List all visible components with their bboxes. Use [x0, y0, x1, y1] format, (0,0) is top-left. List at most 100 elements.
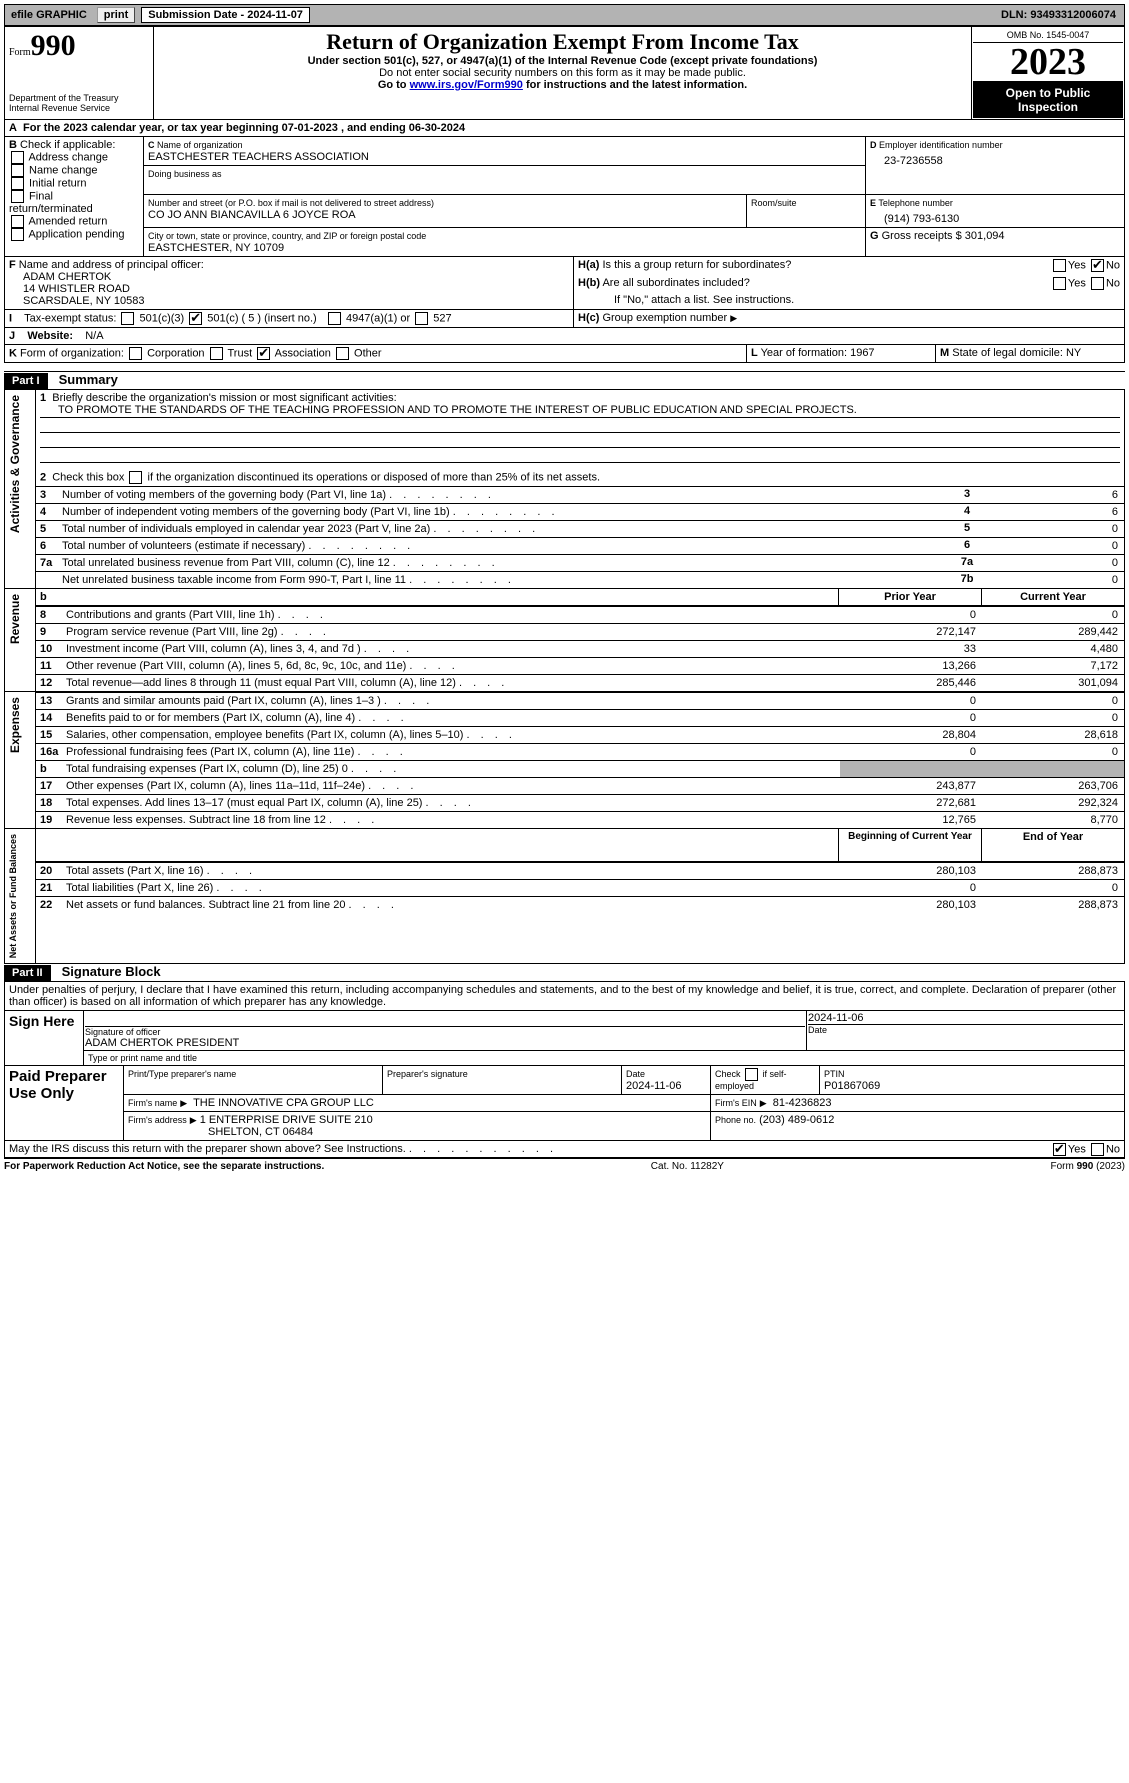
501c-checkbox[interactable]	[189, 312, 202, 325]
goto-link-row: Go to www.irs.gov/Form990 for instructio…	[158, 79, 967, 91]
street: CO JO ANN BIANCAVILLA 6 JOYCE ROA	[148, 209, 356, 221]
b-checkbox[interactable]	[11, 151, 24, 164]
officer-addr1: 14 WHISTLER ROAD	[9, 283, 569, 295]
l2-checkbox[interactable]	[129, 471, 142, 484]
firm-name-label: Firm's name	[128, 1098, 177, 1108]
officer-addr2: SCARSDALE, NY 10583	[9, 295, 569, 307]
form-ref: Form 990 (2023)	[1051, 1161, 1125, 1172]
sig-type-label: Type or print name and title	[84, 1051, 1125, 1066]
telephone: (914) 793-6130	[870, 209, 1120, 225]
hb-no-checkbox[interactable]	[1091, 277, 1104, 290]
self-emp-checkbox[interactable]	[745, 1068, 758, 1081]
501c3-checkbox[interactable]	[121, 312, 134, 325]
irs-link[interactable]: www.irs.gov/Form990	[410, 79, 523, 91]
summary-line: 3Number of voting members of the governi…	[36, 487, 1124, 504]
summary-line: 13Grants and similar amounts paid (Part …	[36, 693, 1124, 710]
print-button[interactable]: print	[97, 7, 135, 23]
org-name: EASTCHESTER TEACHERS ASSOCIATION	[148, 151, 369, 163]
b-checkbox[interactable]	[11, 190, 24, 203]
b-option: Amended return	[9, 215, 139, 228]
ha-yes-checkbox[interactable]	[1053, 259, 1066, 272]
firm-phone-label: Phone no.	[715, 1115, 756, 1125]
begin-year-header: Beginning of Current Year	[839, 829, 982, 862]
self-emp-check: Check if self-employed	[711, 1066, 820, 1095]
ptin: P01867069	[824, 1080, 880, 1092]
e-label: Telephone number	[878, 198, 953, 208]
street-label: Number and street (or P.O. box if mail i…	[148, 198, 434, 208]
section-expenses: Expenses	[6, 693, 24, 757]
i-label: Tax-exempt status:	[24, 312, 116, 324]
prep-sig-label: Preparer's signature	[387, 1069, 468, 1079]
prep-name-label: Print/Type preparer's name	[128, 1069, 236, 1079]
officer-name: ADAM CHERTOK	[9, 271, 569, 283]
signature-block: Sign Here Signature of officer ADAM CHER…	[4, 1010, 1125, 1066]
b-option: Initial return	[9, 177, 139, 190]
form-number: Form990	[9, 29, 149, 63]
trust-checkbox[interactable]	[210, 347, 223, 360]
ha-no-checkbox[interactable]	[1091, 259, 1104, 272]
summary-line: 20Total assets (Part X, line 16) . . . .…	[36, 863, 1124, 880]
527-checkbox[interactable]	[415, 312, 428, 325]
sig-officer-name: ADAM CHERTOK PRESIDENT	[85, 1037, 805, 1049]
4947-checkbox[interactable]	[328, 312, 341, 325]
part1-header: Part I Summary	[4, 371, 1125, 390]
form-subtitle: Under section 501(c), 527, or 4947(a)(1)…	[158, 55, 967, 67]
preparer-block: Paid Preparer Use Only Print/Type prepar…	[4, 1066, 1125, 1141]
part2-header: Part II Signature Block	[4, 963, 1125, 982]
domicile: NY	[1066, 347, 1081, 359]
b-label: B Check if applicable:	[9, 139, 139, 151]
firm-name: THE INNOVATIVE CPA GROUP LLC	[193, 1097, 374, 1109]
other-checkbox[interactable]	[336, 347, 349, 360]
ptin-label: PTIN	[824, 1069, 845, 1079]
summary-line: 12Total revenue—add lines 8 through 11 (…	[36, 675, 1124, 692]
mission-text: TO PROMOTE THE STANDARDS OF THE TEACHING…	[40, 404, 1120, 416]
hb-yes-checkbox[interactable]	[1053, 277, 1066, 290]
summary-line: 21Total liabilities (Part X, line 26) . …	[36, 880, 1124, 897]
hb-label: Are all subordinates included?	[602, 277, 749, 289]
dln: DLN: 93493312006074	[1001, 9, 1122, 21]
b-checkbox[interactable]	[11, 215, 24, 228]
section-net: Net Assets or Fund Balances	[6, 830, 20, 962]
cat-no: Cat. No. 11282Y	[651, 1161, 724, 1172]
discuss-yes-checkbox[interactable]	[1053, 1143, 1066, 1156]
c-name-label: Name of organization	[157, 140, 243, 150]
discuss-row: May the IRS discuss this return with the…	[4, 1141, 1125, 1158]
ha-label: Is this a group return for subordinates?	[602, 259, 791, 271]
end-year-header: End of Year	[982, 829, 1125, 862]
ssn-warning: Do not enter social security numbers on …	[158, 67, 967, 79]
status-block: I Tax-exempt status: 501(c)(3) 501(c) ( …	[4, 309, 1125, 345]
summary-line: 5Total number of individuals employed in…	[36, 521, 1124, 538]
summary-line: 14Benefits paid to or for members (Part …	[36, 710, 1124, 727]
b-option: Application pending	[9, 228, 139, 241]
firm-ein-label: Firm's EIN	[715, 1098, 757, 1108]
summary-line: 19Revenue less expenses. Subtract line 1…	[36, 812, 1124, 829]
b-checkbox[interactable]	[11, 164, 24, 177]
prep-date: 2024-11-06	[626, 1080, 681, 1092]
city: EASTCHESTER, NY 10709	[148, 242, 284, 254]
corp-checkbox[interactable]	[129, 347, 142, 360]
gross-receipts: 301,094	[965, 230, 1005, 242]
entity-block: B Check if applicable: Address change Na…	[4, 137, 1125, 256]
year-formation: 1967	[850, 347, 874, 359]
assoc-checkbox[interactable]	[257, 347, 270, 360]
efile-label: efile GRAPHIC	[7, 9, 91, 21]
discuss-no-checkbox[interactable]	[1091, 1143, 1104, 1156]
summary-line: 8Contributions and grants (Part VIII, li…	[36, 607, 1124, 624]
penalty-text: Under penalties of perjury, I declare th…	[4, 982, 1125, 1010]
summary-line: 16aProfessional fundraising fees (Part I…	[36, 744, 1124, 761]
b-option: Address change	[9, 151, 139, 164]
firm-ein: 81-4236823	[773, 1097, 832, 1109]
ein: 23-7236558	[870, 151, 1120, 167]
b-option: Final return/terminated	[9, 190, 139, 215]
l-label: Year of formation:	[761, 347, 847, 359]
line-a: A For the 2023 calendar year, or tax yea…	[4, 120, 1125, 137]
b-checkbox[interactable]	[11, 177, 24, 190]
b-checkbox[interactable]	[11, 228, 24, 241]
firm-addr-label: Firm's address	[128, 1115, 187, 1125]
dept-treasury: Department of the Treasury Internal Reve…	[9, 93, 149, 113]
summary-line: 10Investment income (Part VIII, column (…	[36, 641, 1124, 658]
summary-line: 22Net assets or fund balances. Subtract …	[36, 897, 1124, 914]
f-label: Name and address of principal officer:	[19, 259, 204, 271]
form-header: Form990 Department of the Treasury Inter…	[4, 26, 1125, 120]
m-label: State of legal domicile:	[952, 347, 1063, 359]
